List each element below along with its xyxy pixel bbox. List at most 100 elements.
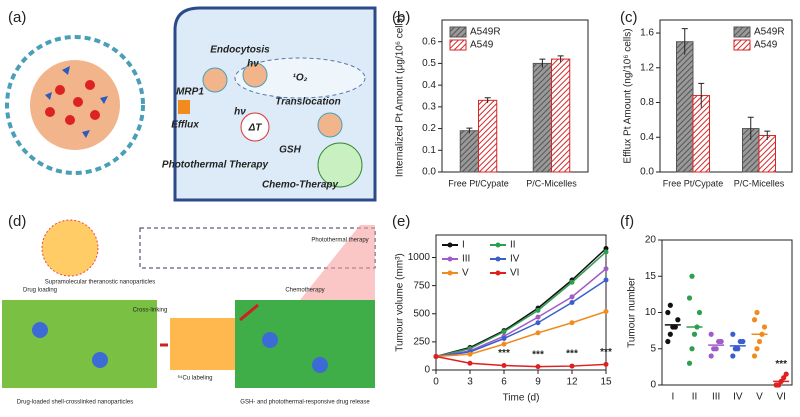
- legend-marker: [447, 256, 453, 262]
- point: [603, 309, 609, 314]
- x-tick-label: 0: [433, 377, 439, 388]
- y-tick-label: 20: [645, 235, 657, 246]
- point: [689, 346, 695, 352]
- point: [708, 353, 714, 359]
- error-bar: [698, 82, 705, 108]
- y-tick-label: 0.0: [422, 167, 436, 178]
- point: [501, 341, 507, 347]
- series-line: [435, 251, 607, 358]
- point: [665, 338, 671, 345]
- point: [667, 302, 673, 308]
- legend-label: I: [462, 240, 465, 251]
- y-tick-label: 0: [650, 380, 656, 391]
- y-tick-label: 10: [645, 307, 657, 318]
- legend-swatch: [449, 26, 467, 38]
- annotation: ***: [600, 347, 612, 358]
- point: [756, 338, 763, 345]
- point: [569, 363, 575, 369]
- point: [501, 329, 507, 335]
- annotation: ***: [775, 359, 787, 370]
- y-axis-label: Tumour volume (mm³): [395, 253, 406, 352]
- illustration-text: Chemo-Therapy: [262, 180, 339, 191]
- legend-label: A549R: [754, 27, 785, 38]
- point: [689, 273, 695, 279]
- point: [667, 331, 673, 337]
- point: [754, 346, 760, 352]
- point: [603, 361, 609, 367]
- point: [603, 249, 609, 255]
- error-bar: [539, 58, 546, 68]
- y-tick-label: 1000: [408, 252, 431, 263]
- point: [691, 331, 698, 337]
- bar: [758, 135, 776, 173]
- nanoparticle-illustration: [5, 35, 145, 175]
- point: [730, 353, 736, 359]
- point: [761, 324, 768, 330]
- y-tick-label: 0.0: [640, 167, 654, 178]
- y-axis-label: Efflux Pt Amount (ng/10⁶ cells): [623, 28, 634, 163]
- y-tick-label: 0.5: [422, 58, 436, 69]
- point: [686, 295, 693, 301]
- error-bar: [764, 130, 771, 140]
- point: [708, 331, 714, 337]
- series-line: [435, 279, 607, 358]
- point: [535, 307, 541, 313]
- point: [751, 353, 758, 359]
- y-axis-label: Internalized Pt Amount (μg/10⁶ cells): [395, 15, 406, 177]
- y-tick-label: 500: [413, 308, 430, 319]
- x-tick-label: P/C-Micelles: [734, 178, 785, 188]
- point: [751, 317, 758, 323]
- point: [740, 338, 746, 345]
- x-tick-label: IV: [733, 392, 743, 403]
- y-tick-label: 0.6: [422, 36, 436, 47]
- point: [730, 331, 736, 337]
- illustration-text: GSH- and photothermal-responsive drug re…: [240, 400, 370, 406]
- annotation: ***: [498, 348, 510, 359]
- illustration-text: Chemotherapy: [285, 288, 324, 294]
- x-tick-label: II: [692, 392, 698, 403]
- point: [535, 320, 541, 326]
- y-tick-label: 0.4: [422, 80, 436, 91]
- illustration-text: Drug-loaded shell-crosslinked nanopartic…: [17, 400, 133, 406]
- y-tick-label: 0.2: [422, 123, 436, 134]
- error-bar: [681, 28, 688, 55]
- series-line: [435, 355, 607, 368]
- error-bar: [484, 97, 491, 103]
- x-tick-label: 9: [535, 377, 541, 388]
- y-tick-label: 5: [650, 343, 656, 354]
- legend-marker: [495, 270, 501, 276]
- x-tick-label: I: [671, 392, 674, 403]
- point: [735, 346, 741, 352]
- panel-label: (e): [392, 213, 410, 230]
- annotation: ***: [566, 349, 578, 360]
- legend-swatch: [449, 39, 467, 51]
- point: [501, 363, 507, 368]
- point: [535, 364, 541, 370]
- point: [569, 300, 575, 305]
- y-tick-label: 1.2: [640, 62, 654, 73]
- error-bar: [747, 116, 754, 140]
- y-tick-label: 750: [413, 280, 430, 291]
- x-tick-label: VI: [776, 392, 785, 403]
- point: [501, 336, 507, 341]
- illustration-text: Photothermal therapy: [311, 238, 368, 244]
- x-tick-label: Free Pt/Cypate: [663, 178, 724, 188]
- point: [569, 320, 575, 326]
- y-tick-label: 0.8: [640, 97, 654, 108]
- error-bar: [466, 127, 473, 134]
- x-tick-label: 3: [467, 377, 473, 388]
- series-line: [435, 247, 607, 358]
- y-tick-label: 0.1: [422, 145, 436, 156]
- legend-label: V: [462, 268, 469, 279]
- point: [781, 375, 787, 381]
- plot-frame: [435, 234, 607, 371]
- panel-label: (f): [620, 213, 634, 230]
- y-tick-label: 250: [413, 337, 430, 348]
- illustration-text: hν: [234, 107, 246, 118]
- annotation: ***: [532, 349, 544, 360]
- illustration-text: Photothermal Therapy: [162, 160, 269, 171]
- x-axis-label: Time (d): [503, 393, 540, 404]
- illustration-text: ΔT: [248, 123, 263, 134]
- x-tick-label: III: [712, 392, 720, 403]
- legend-swatch: [733, 39, 751, 51]
